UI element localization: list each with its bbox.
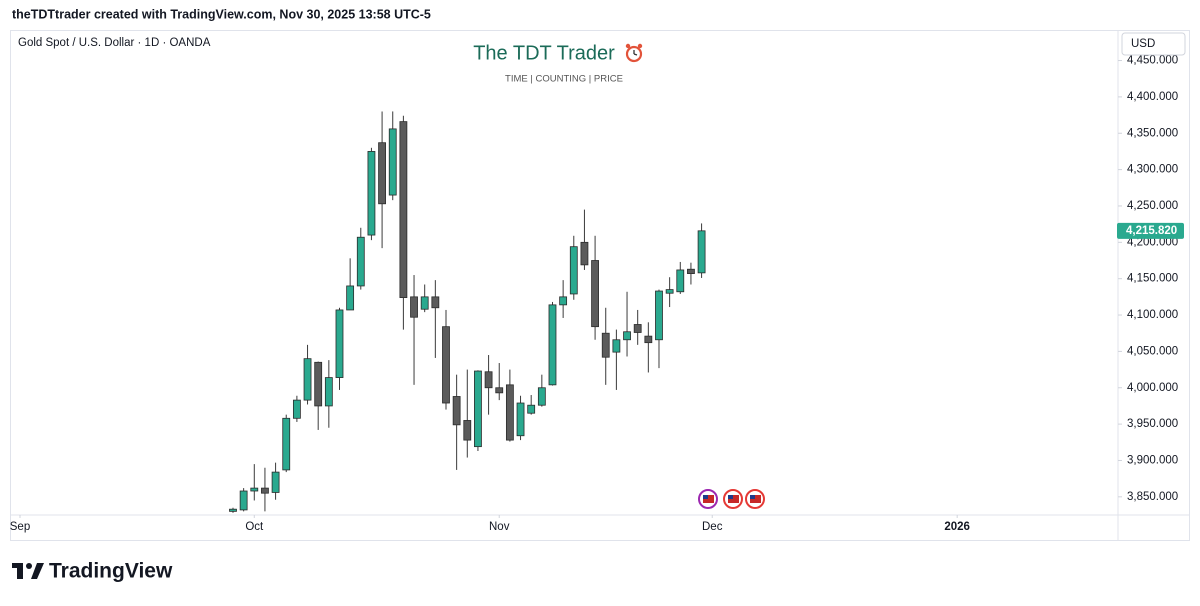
candle-body bbox=[495, 387, 504, 394]
chart-subtitle: TIME | COUNTING | PRICE bbox=[505, 74, 623, 85]
candle-body bbox=[229, 508, 237, 512]
last-price-badge bbox=[1117, 222, 1184, 239]
candle-body bbox=[388, 128, 397, 196]
candle-body bbox=[452, 396, 461, 426]
candle-body bbox=[591, 260, 599, 328]
candle-body bbox=[324, 377, 333, 407]
candle-body bbox=[239, 490, 248, 511]
candle-body bbox=[655, 290, 663, 341]
candle-body bbox=[548, 304, 557, 386]
candle-body bbox=[569, 246, 578, 295]
candle-body bbox=[676, 269, 685, 293]
y-tick-label: 4,350.000 bbox=[1127, 127, 1178, 139]
candle-body bbox=[612, 339, 621, 353]
candle-body bbox=[537, 387, 546, 406]
y-tick-label: 4,100.000 bbox=[1127, 309, 1178, 321]
candle-body bbox=[420, 296, 429, 310]
y-tick-label: 4,400.000 bbox=[1127, 91, 1178, 103]
x-tick-label: Sep bbox=[10, 521, 30, 533]
x-tick-label: Dec bbox=[702, 521, 723, 533]
candle-body bbox=[346, 285, 355, 311]
y-tick-label: 4,300.000 bbox=[1127, 164, 1178, 176]
candle-body bbox=[623, 331, 631, 341]
y-tick-label: 4,250.000 bbox=[1127, 200, 1178, 212]
candle-body bbox=[314, 361, 323, 407]
candle-body bbox=[463, 420, 472, 441]
candle-body bbox=[410, 296, 418, 318]
candle-body bbox=[687, 268, 695, 274]
candle-body bbox=[292, 399, 301, 419]
candle-body bbox=[559, 296, 568, 306]
candle-body bbox=[505, 384, 514, 441]
candle-body bbox=[335, 309, 344, 378]
alarm-icon bbox=[625, 43, 643, 63]
candle-body bbox=[527, 404, 536, 414]
candle-body bbox=[367, 151, 376, 236]
candle-body bbox=[303, 358, 312, 401]
candle-body bbox=[271, 471, 280, 493]
currency-box[interactable] bbox=[1121, 32, 1186, 56]
candle-body bbox=[697, 230, 706, 274]
x-tick-label: 2026 bbox=[944, 521, 970, 533]
candle-body bbox=[484, 371, 493, 389]
credit: theTDTtrader created with TradingView.co… bbox=[12, 7, 431, 21]
y-tick-label: 4,150.000 bbox=[1127, 273, 1178, 285]
y-tick-label: 4,050.000 bbox=[1127, 345, 1178, 357]
candle-body bbox=[431, 296, 440, 309]
candle-body bbox=[580, 241, 589, 266]
candle-body bbox=[261, 487, 269, 494]
candle-body bbox=[356, 236, 365, 287]
candle-body bbox=[665, 289, 674, 294]
brand: TradingView bbox=[49, 560, 173, 583]
y-tick-label: 3,950.000 bbox=[1127, 418, 1178, 430]
event-icons bbox=[698, 489, 765, 509]
candle-body bbox=[601, 332, 610, 358]
candle-body bbox=[399, 121, 408, 298]
candle-body bbox=[633, 324, 642, 333]
y-tick-label: 4,000.000 bbox=[1127, 382, 1178, 394]
y-tick-label: 3,900.000 bbox=[1127, 454, 1178, 466]
x-tick-label: Nov bbox=[489, 521, 510, 533]
candle-body bbox=[442, 326, 450, 404]
y-tick-label: 4,200.000 bbox=[1127, 236, 1178, 248]
candle-body bbox=[378, 142, 386, 205]
plot: 3,850.000 3,900.000 3,950.000 4,000.000 4,05… bbox=[10, 55, 1184, 533]
candle-body bbox=[516, 402, 525, 437]
chart-frame bbox=[10, 30, 1190, 541]
chart-title: The TDT Trader bbox=[473, 42, 615, 64]
currency[interactable]: USD bbox=[1131, 38, 1155, 50]
candle-body bbox=[474, 370, 482, 448]
x-tick-label: Oct bbox=[245, 521, 264, 533]
candle-body bbox=[282, 417, 291, 471]
candle-body bbox=[644, 335, 653, 344]
symbol: Gold Spot / U.S. Dollar · 1D · OANDA bbox=[18, 37, 211, 49]
candle-body bbox=[250, 487, 259, 492]
y-tick-label: 3,850.000 bbox=[1127, 491, 1178, 503]
last-price-label: 4,215.820 bbox=[1126, 225, 1177, 237]
y-tick-label: 4,450.000 bbox=[1127, 55, 1178, 67]
brand-logo bbox=[12, 563, 44, 579]
